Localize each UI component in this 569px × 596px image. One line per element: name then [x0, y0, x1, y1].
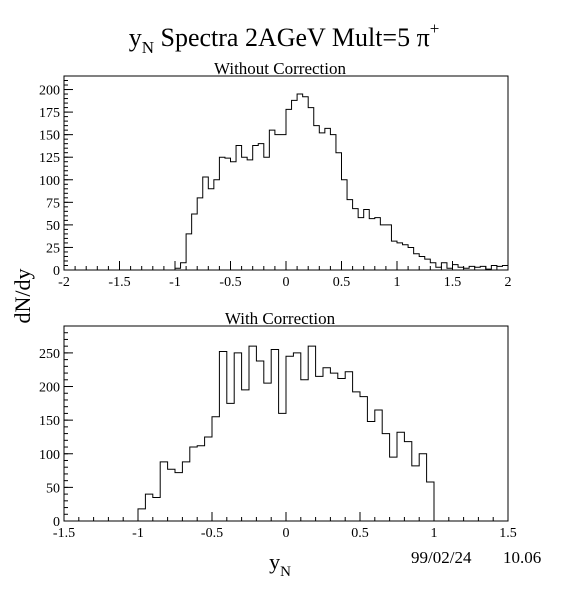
y-tick-label: 200: [39, 84, 60, 99]
bottom-panel-tick-labels: -1.5 -1 -0.5 0 0.5 1 1.5 0 50 100 150 200 250: [39, 347, 517, 541]
y-tick-label: 250: [39, 347, 60, 362]
x-tick-label: -0.5: [219, 275, 241, 290]
x-tick-label: 0: [283, 275, 290, 290]
main-title-rest: Spectra 2AGeV Mult=5 π: [154, 23, 430, 52]
x-axis-label: yN: [269, 549, 291, 580]
y-tick-label: 75: [46, 196, 60, 211]
y-tick-label: 150: [39, 414, 60, 429]
main-title-superscript: +: [430, 19, 440, 38]
y-tick-label: 50: [46, 219, 60, 234]
x-tick-label: 1: [394, 275, 401, 290]
date-stamp: 99/02/24: [411, 548, 472, 567]
x-tick-label: 1: [431, 526, 438, 541]
x-tick-label: -1.5: [53, 526, 75, 541]
x-tick-label: 0.5: [351, 526, 369, 541]
y-tick-label: 200: [39, 381, 60, 396]
time-stamp: 10.06: [503, 548, 541, 567]
top-panel: Without Correction -2 -1.5 -1 -0.5 0 0.5 1 1.5 2…: [39, 59, 512, 290]
x-tick-label: 0: [283, 526, 290, 541]
x-tick-label: 2: [505, 275, 512, 290]
x-tick-label: 1.5: [444, 275, 462, 290]
y-tick-label: 100: [39, 448, 60, 463]
x-tick-label: -1: [169, 275, 181, 290]
top-panel-title: Without Correction: [214, 59, 346, 78]
bottom-panel-frame: [63, 325, 509, 522]
y-tick-label: 150: [39, 129, 60, 144]
x-tick-label: -1.5: [108, 275, 130, 290]
bottom-panel-title: With Correction: [225, 309, 336, 328]
y-tick-label: 100: [39, 174, 60, 189]
top-panel-tick-labels: -2 -1.5 -1 -0.5 0 0.5 1 1.5 2 0 25 50 75 100 125 150 175…: [39, 84, 512, 290]
y-tick-label: 0: [53, 515, 60, 530]
x-tick-label: 1.5: [499, 526, 517, 541]
x-tick-label: -0.5: [201, 526, 223, 541]
main-title-subscript: N: [142, 38, 154, 57]
y-tick-label: 0: [53, 264, 60, 279]
bottom-histogram-series: [137, 345, 435, 521]
y-tick-label: 175: [39, 106, 60, 121]
y-tick-label: 25: [46, 241, 60, 256]
x-tick-label: 0.5: [333, 275, 351, 290]
y-tick-label: 50: [46, 481, 60, 496]
x-tick-label: -2: [58, 275, 70, 290]
x-axis-label-subscript: N: [280, 564, 291, 580]
y-tick-label: 125: [39, 151, 60, 166]
bottom-panel: With Correction -1.5 -1 -0.5 0 0.5 1 1.5 0 50 100…: [39, 309, 517, 541]
y-axis-label: dN/dy: [10, 269, 35, 324]
top-panel-frame: [63, 75, 509, 271]
main-title: yN Spectra 2AGeV Mult=5 π+: [129, 19, 440, 57]
x-tick-label: -1: [132, 526, 144, 541]
top-histogram-series: [174, 93, 509, 270]
